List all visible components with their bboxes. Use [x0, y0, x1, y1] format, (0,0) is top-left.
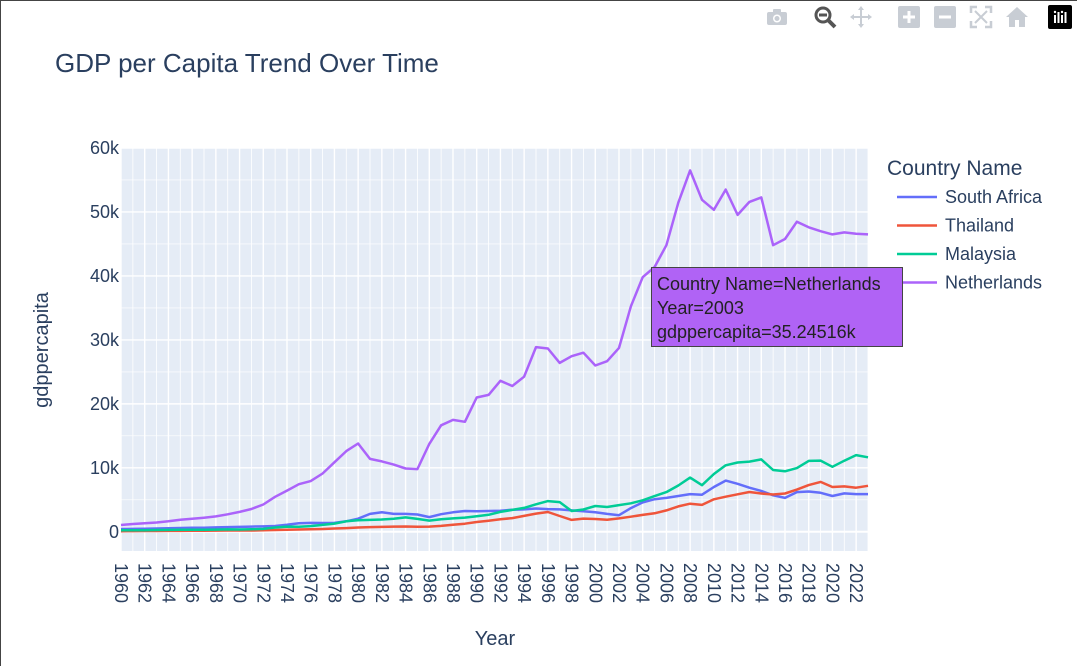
- tooltip-year: Year=2003: [657, 298, 744, 318]
- x-tick-label: 1994: [514, 563, 534, 603]
- x-tick-label: 1970: [230, 563, 250, 603]
- x-tick-label: 2008: [680, 563, 700, 603]
- legend-label-thailand[interactable]: Thailand: [945, 216, 1014, 236]
- legend: Country Name South Africa Thailand Malaysi…: [887, 157, 1043, 293]
- x-tick-label: 2002: [609, 563, 629, 603]
- y-tick-label: 30k: [90, 330, 120, 350]
- x-tick-label: 1962: [135, 563, 155, 603]
- x-tick-label: 1986: [419, 563, 439, 603]
- modebar: [754, 4, 1072, 30]
- grid-layer: [120, 147, 869, 551]
- x-tick-label: 1968: [206, 563, 226, 603]
- camera-icon[interactable]: [764, 4, 790, 30]
- x-tick-label: 1988: [443, 563, 463, 603]
- legend-label-netherlands[interactable]: Netherlands: [945, 273, 1042, 293]
- x-tick-label: 2004: [633, 563, 653, 603]
- x-tick-label: 1960: [111, 563, 131, 603]
- y-tick-label: 40k: [90, 266, 120, 286]
- autoscale-icon[interactable]: [968, 4, 994, 30]
- x-tick-label: 1992: [490, 563, 510, 603]
- series-line-malaysia[interactable]: [121, 453, 869, 532]
- legend-title: Country Name: [887, 157, 1022, 180]
- x-tick-label: 2014: [751, 563, 771, 603]
- x-tick-label: 2022: [846, 563, 866, 603]
- y-tick-label: 60k: [90, 138, 120, 158]
- y-tick-label: 0: [109, 522, 119, 542]
- legend-label-malaysia[interactable]: Malaysia: [945, 244, 1017, 264]
- plot-background: [121, 148, 868, 551]
- x-tick-label: 2018: [799, 563, 819, 603]
- series-line-south-africa[interactable]: [120, 479, 868, 531]
- x-tick-labels: 1960 1962 1964 1966 1968 1970 1972 1974 1976 1978…: [111, 563, 866, 603]
- plotly-logo[interactable]: [1048, 5, 1072, 29]
- legend-items[interactable]: South Africa Thailand Malaysia Netherlands: [897, 187, 1043, 293]
- x-tick-label: 1984: [396, 563, 416, 603]
- x-tick-label: 1982: [372, 563, 392, 603]
- series-lines[interactable]: [120, 169, 869, 533]
- x-tick-label: 2006: [656, 563, 676, 603]
- x-tick-label: 2010: [704, 563, 724, 603]
- chart-title: GDP per Capita Trend Over Time: [55, 48, 439, 78]
- x-tick-label: 1978: [324, 563, 344, 603]
- home-icon[interactable]: [1004, 4, 1030, 30]
- x-tick-label: 1972: [253, 563, 273, 603]
- x-tick-label: 1998: [562, 563, 582, 603]
- zoom-icon[interactable]: [812, 4, 838, 30]
- y-tick-label: 50k: [90, 202, 120, 222]
- x-tick-label: 2012: [728, 563, 748, 603]
- x-tick-label: 2016: [775, 563, 795, 603]
- x-tick-label: 2020: [822, 563, 842, 603]
- x-axis-label: Year: [475, 628, 516, 650]
- legend-label-south-africa[interactable]: South Africa: [945, 187, 1043, 207]
- tooltip-country: Country Name=Netherlands: [657, 274, 881, 294]
- x-tick-label: 1964: [158, 563, 178, 603]
- y-tick-label: 10k: [90, 458, 120, 478]
- x-tick-label: 1976: [301, 563, 321, 603]
- x-tick-label: 2000: [585, 563, 605, 603]
- zoom-out-icon[interactable]: [932, 4, 958, 30]
- y-tick-label: 20k: [90, 394, 120, 414]
- pan-icon[interactable]: [848, 4, 874, 30]
- x-tick-label: 1980: [348, 563, 368, 603]
- series-line-netherlands[interactable]: [120, 169, 869, 527]
- y-tick-labels: 0 10k 20k 30k 40k 50k 60k: [90, 138, 120, 542]
- x-tick-label: 1990: [467, 563, 487, 603]
- tooltip-value: gdppercapita=35.24516k: [657, 322, 856, 342]
- y-axis-label: gdppercapita: [31, 291, 53, 408]
- zoom-in-icon[interactable]: [896, 4, 922, 30]
- x-tick-label: 1996: [538, 563, 558, 603]
- hover-tooltip: Country Name=Netherlands Year=2003 gdppe…: [651, 267, 903, 347]
- x-tick-label: 1966: [182, 563, 202, 603]
- x-tick-label: 1974: [277, 563, 297, 603]
